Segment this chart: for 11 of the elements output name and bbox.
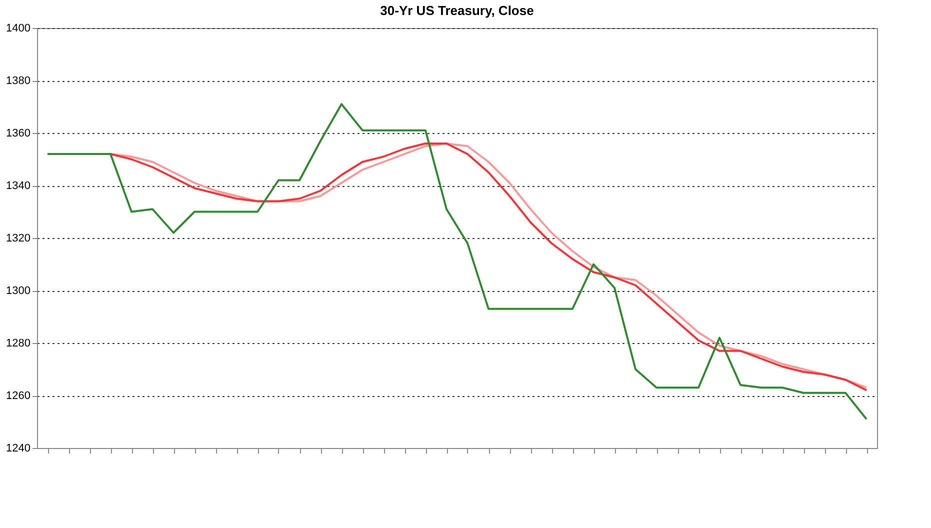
y-tick-label: 1400 <box>6 22 30 34</box>
y-tick-label: 1380 <box>6 75 30 87</box>
y-tick-label: 1280 <box>6 338 30 350</box>
chart-title: 30-Yr US Treasury, Close <box>380 3 534 18</box>
y-tick-label: 1260 <box>6 390 30 402</box>
y-tick-label: 1340 <box>6 180 30 192</box>
y-tick-label: 1300 <box>6 285 30 297</box>
y-tick-label: 1360 <box>6 128 30 140</box>
y-tick-label: 1320 <box>6 232 30 244</box>
line-series <box>46 103 868 420</box>
y-tick-label: 1240 <box>6 442 30 454</box>
